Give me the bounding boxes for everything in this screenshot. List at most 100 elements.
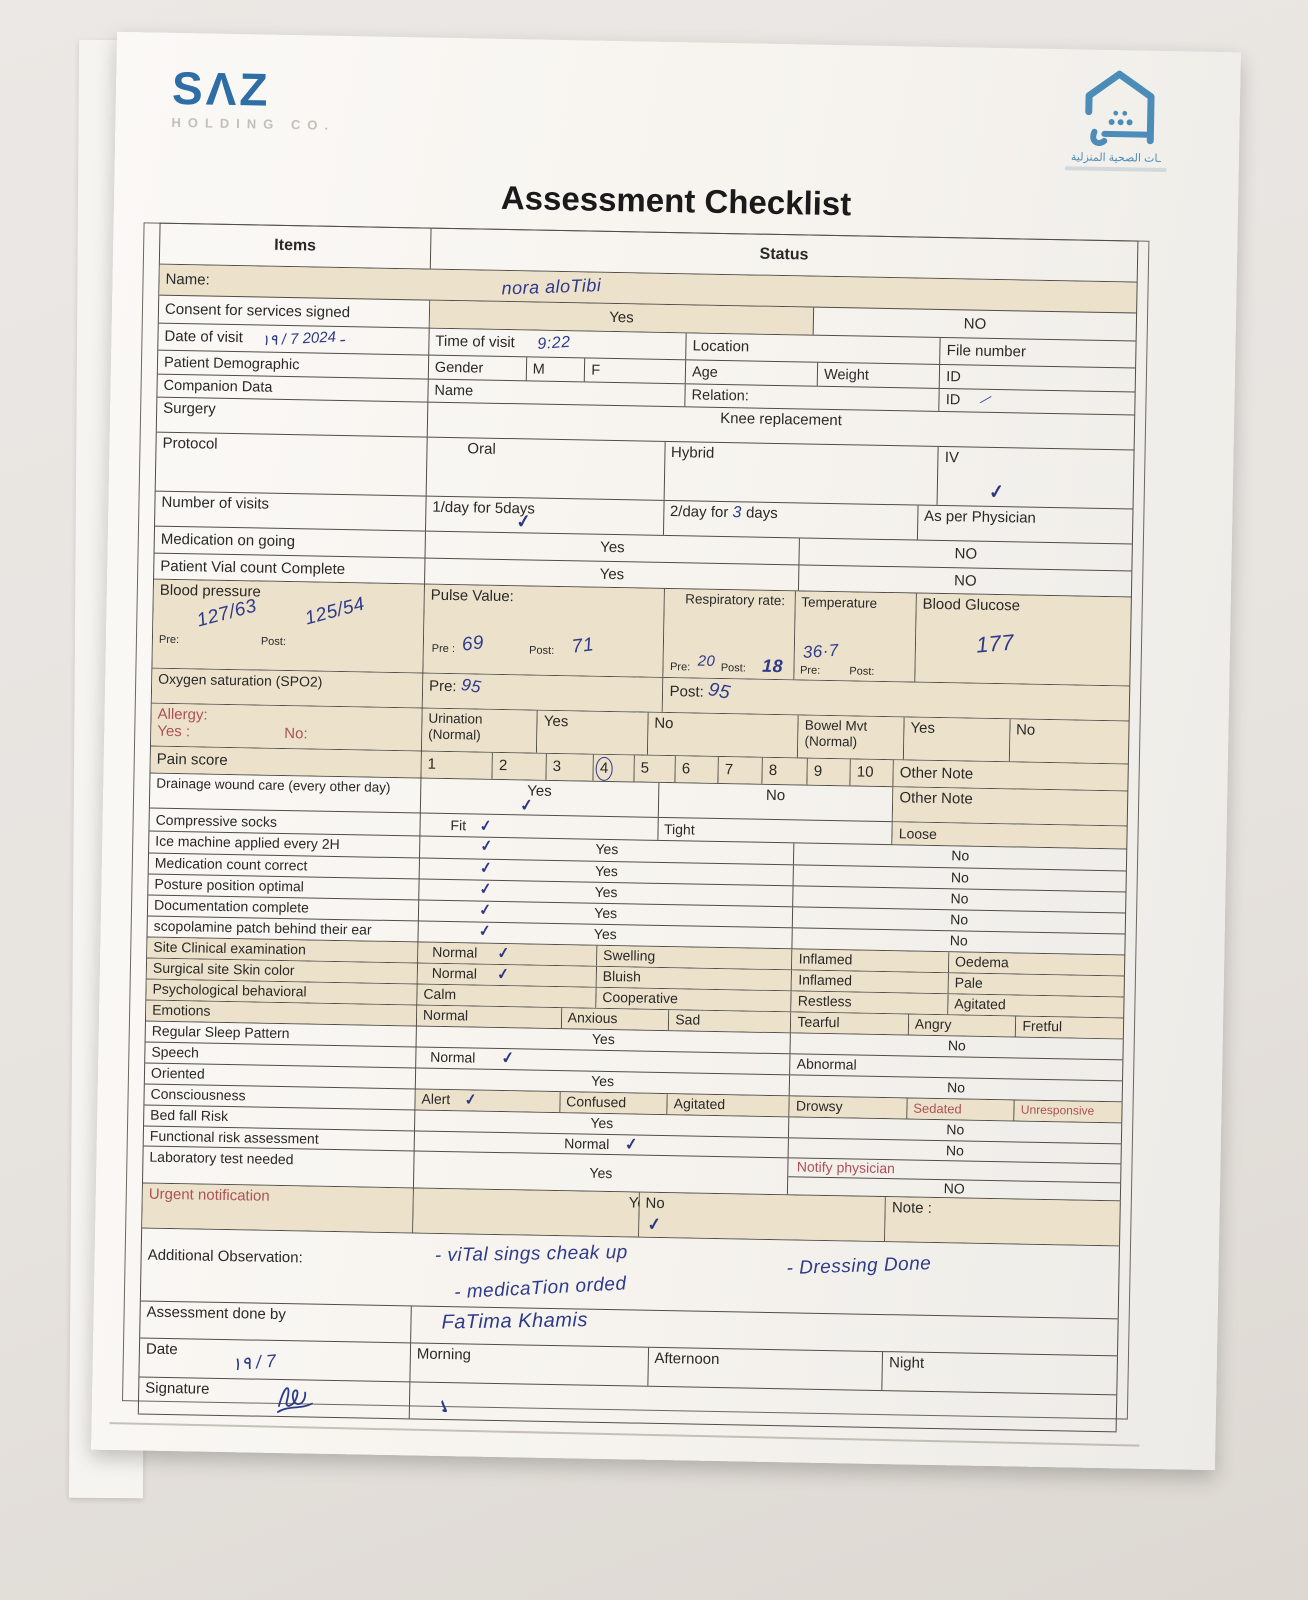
laboratory-right-cells: Notify physician NO	[788, 1158, 1122, 1201]
form-paper: SΛZ HOLDING CO. ـات الصحية المنزلية Asse…	[91, 31, 1241, 1471]
site-inflamed-cell: Inflamed	[792, 949, 950, 973]
done-by-handwriting: FaTima Khamis	[441, 1309, 588, 1334]
urination-label: Urination (Normal)	[421, 708, 538, 753]
emotions-fretful-cell: Fretful	[1016, 1016, 1125, 1039]
urination-yes-cell: Yes	[537, 710, 649, 755]
respiratory-label: Respiratory rate:	[685, 591, 786, 609]
saz-logo-text: SΛZ	[171, 61, 271, 116]
bowel-label: Bowel Mvt (Normal)	[798, 715, 905, 760]
ice-checkmark-icon: ✓	[478, 837, 494, 856]
visit-time-handwriting: 9:22	[536, 333, 571, 353]
socks-fit-cell: Fit ✓	[420, 813, 659, 840]
socks-tight-cell: Tight	[657, 817, 893, 845]
emotions-tearful-cell: Tearful	[791, 1012, 910, 1035]
socks-loose-cell: Loose	[892, 822, 1128, 849]
urgent-checkmark-icon: ✓	[645, 1214, 663, 1235]
temperature-cell: Temperature 36·7 Pre: Post:	[793, 591, 917, 682]
morning-cell: Morning	[410, 1343, 649, 1386]
companion-id-label: ID	[945, 392, 961, 409]
temperature-pre-label: Pre:	[799, 664, 821, 677]
temperature-label: Temperature	[801, 594, 878, 611]
protocol-iv-label: IV	[944, 449, 960, 467]
visits-days-handwriting: 3	[732, 504, 743, 522]
gender-label: Gender	[428, 355, 527, 381]
bp-post-handwriting: 125/54	[302, 593, 368, 630]
date-handwriting: ١٩ / 7	[230, 1350, 277, 1375]
visits-label: Number of visits	[155, 491, 427, 531]
consciousness-sedated-cell: Sedated	[907, 1098, 1016, 1121]
pain-5-cell: 5	[634, 755, 677, 783]
functional-checkmark-icon: ✓	[624, 1135, 640, 1155]
vial-count-label: Patient Vial count Complete	[154, 553, 426, 584]
saz-logo: SΛZ HOLDING CO.	[171, 61, 336, 133]
psych-agitated-cell: Agitated	[948, 994, 1125, 1018]
drainage-other-note-cell: Other Note	[893, 787, 1129, 826]
observation-label: Additional Observation:	[147, 1246, 303, 1267]
pain-8-cell: 8	[762, 757, 809, 785]
visit-date-cell: Date of visit ١٩ / 7 ـ 2024	[158, 323, 430, 355]
spo2-post-label: Post:	[669, 683, 704, 701]
psych-restless-cell: Restless	[791, 991, 949, 1015]
observation-line2-handwriting: - medicaTion orded	[453, 1273, 627, 1304]
signature-checkmark-icon: ✓	[432, 1395, 457, 1418]
pain-1-cell: 1	[421, 751, 494, 779]
visits-opt2-label-a: 2/day for	[669, 503, 729, 522]
pain-7-cell: 7	[718, 756, 764, 784]
psych-cooperative-cell: Cooperative	[596, 987, 793, 1012]
respiratory-post-handwriting: 18	[761, 655, 784, 677]
protocol-oral-cell: Oral	[426, 437, 666, 500]
spo2-label: Oxygen saturation (SPO2)	[151, 668, 424, 708]
emotions-anxious-cell: Anxious	[561, 1008, 670, 1031]
pulse-post-handwriting: 71	[571, 634, 596, 658]
laboratory-yes-cell: Yes	[413, 1151, 790, 1195]
baitna-tiny-text	[1064, 166, 1167, 173]
urination-no-cell: No	[647, 712, 800, 758]
speech-checkmark-icon: ✓	[500, 1049, 516, 1068]
spo2-pre-cell: Pre: 95	[422, 673, 664, 712]
afternoon-cell: Afternoon	[647, 1347, 884, 1391]
signature-cell: Signature	[138, 1377, 411, 1419]
temperature-post-label: Post:	[849, 665, 875, 678]
visit-time-label: Time of visit	[435, 332, 515, 352]
posture-yes-label: Yes	[594, 883, 618, 901]
scopolamine-checkmark-icon: ✓	[477, 922, 492, 941]
documentation-yes-label: Yes	[594, 904, 618, 922]
baitna-logo: ـات الصحية المنزلية	[1051, 65, 1183, 173]
baitna-home-icon	[1085, 70, 1155, 146]
pain-2-cell: 2	[492, 752, 547, 780]
emotions-angry-cell: Angry	[908, 1014, 1017, 1037]
file-number-cell: File number	[940, 337, 1137, 368]
consent-label: Consent for services signed	[158, 295, 431, 328]
visits-opt3-cell: As per Physician	[917, 505, 1134, 544]
consciousness-drowsy-cell: Drowsy	[789, 1096, 908, 1119]
site-normal-cell: Normal ✓	[417, 942, 598, 966]
pain-4-cell: 4	[593, 754, 635, 782]
consciousness-agitated-cell: Agitated	[667, 1094, 791, 1117]
skin-pale-cell: Pale	[948, 973, 1125, 997]
saz-holding-text: HOLDING CO.	[171, 114, 336, 133]
protocol-hybrid-cell: Hybrid	[664, 441, 939, 505]
pen-slash-mark: ∕	[981, 392, 991, 409]
urgent-note-cell: Note :	[885, 1197, 1121, 1246]
allergy-yes-label: Yes :	[157, 722, 191, 741]
name-handwriting: nora aloTibi	[501, 275, 602, 299]
relation-cell: Relation:	[685, 384, 941, 411]
posture-checkmark-icon: ✓	[478, 880, 493, 899]
visits-opt2-cell: 2/day for 3 days	[663, 500, 919, 540]
baitna-arabic-text: ـات الصحية المنزلية	[1070, 151, 1162, 165]
drainage-checkmark-icon: ✓	[519, 796, 535, 816]
bowel-no-cell: No	[1009, 719, 1130, 764]
drainage-yes-cell: Yes ✓	[420, 778, 659, 817]
skin-checkmark-icon: ✓	[495, 965, 511, 984]
pain-3-cell: 3	[546, 753, 594, 781]
site-normal-label: Normal	[432, 943, 478, 961]
speech-normal-label: Normal	[430, 1048, 476, 1066]
spo2-pre-handwriting: 95	[459, 674, 483, 697]
skin-bluish-cell: Bluish	[596, 966, 793, 991]
socks-fit-label: Fit	[450, 817, 467, 834]
pulse-post-label: Post:	[529, 644, 555, 657]
companion-id-cell: ID ∕	[939, 388, 1136, 415]
emotions-normal-cell: Normal	[416, 1005, 562, 1029]
pulse-label: Pulse Value:	[430, 586, 514, 606]
